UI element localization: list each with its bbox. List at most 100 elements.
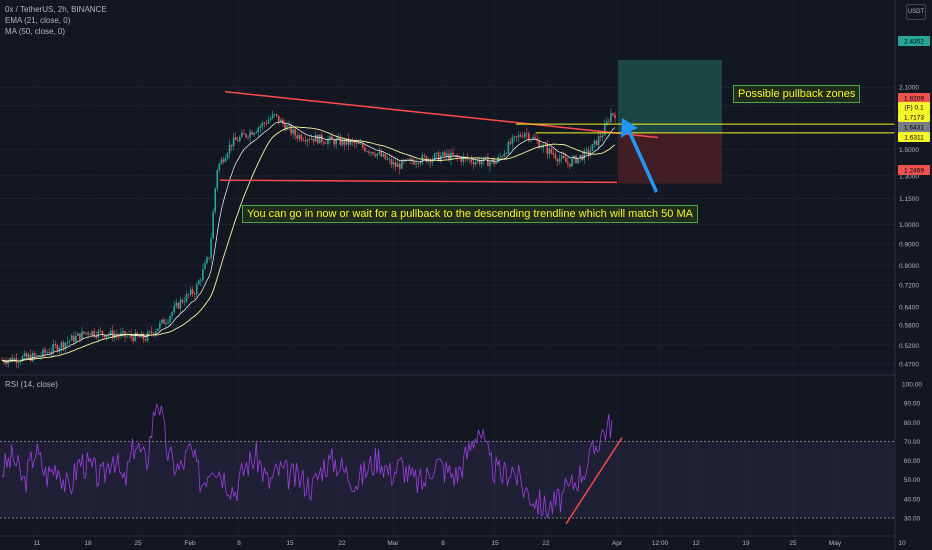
candle-body bbox=[462, 156, 465, 162]
candle-body bbox=[534, 137, 536, 139]
candle-body bbox=[249, 131, 251, 138]
candle-body bbox=[187, 294, 190, 295]
candle-body bbox=[21, 356, 24, 362]
candle-body bbox=[567, 162, 569, 164]
candle-body bbox=[435, 152, 438, 154]
candle-body bbox=[343, 139, 346, 145]
candle-body bbox=[11, 357, 14, 362]
candle-body bbox=[222, 159, 225, 162]
price-tick-label: 0.8000 bbox=[899, 263, 919, 270]
candle-body bbox=[323, 141, 325, 144]
candle-body bbox=[50, 351, 53, 353]
candle-body bbox=[376, 153, 378, 157]
candle-body bbox=[208, 257, 210, 259]
candle-body bbox=[478, 159, 481, 165]
candle-body bbox=[444, 152, 446, 156]
candle-body bbox=[177, 302, 180, 309]
candle-body bbox=[230, 144, 233, 147]
candle-body bbox=[212, 211, 214, 239]
candle-body bbox=[605, 121, 608, 125]
position-zones bbox=[618, 59, 722, 184]
candle-body bbox=[152, 333, 155, 335]
candle-body bbox=[232, 137, 235, 147]
price-badge bbox=[898, 102, 930, 112]
candle-body bbox=[362, 143, 364, 148]
candle-body bbox=[579, 155, 581, 158]
candle-body bbox=[13, 358, 16, 362]
currency-scale-label[interactable]: USDT bbox=[906, 4, 926, 20]
candle-body bbox=[275, 114, 278, 116]
candle-body bbox=[179, 299, 182, 309]
candle-body bbox=[46, 352, 48, 353]
price-tick-label: 0.4700 bbox=[899, 361, 919, 368]
time-tick-label: 11 bbox=[34, 540, 41, 547]
time-tick-label: 18 bbox=[84, 540, 92, 547]
candle-body bbox=[191, 289, 194, 294]
time-tick-label: 22 bbox=[338, 540, 346, 547]
candle-body bbox=[601, 135, 604, 138]
candle-body bbox=[56, 345, 59, 351]
candle-body bbox=[538, 140, 540, 149]
candle-body bbox=[425, 156, 428, 162]
candle-body bbox=[610, 113, 612, 122]
candle-body bbox=[446, 153, 448, 156]
candle-body bbox=[294, 129, 296, 136]
candle-body bbox=[265, 123, 268, 124]
candle-body bbox=[318, 134, 321, 144]
time-tick-label: 12:00 bbox=[652, 540, 669, 547]
candle-body bbox=[247, 136, 249, 138]
candle-body bbox=[259, 126, 262, 129]
candle-body bbox=[286, 125, 288, 131]
time-tick-label: 19 bbox=[742, 540, 750, 547]
candle-body bbox=[306, 139, 309, 142]
candle-body bbox=[200, 279, 202, 281]
ma-legend[interactable]: MA (50, close, 0) bbox=[5, 27, 66, 36]
candle-body bbox=[111, 330, 114, 338]
candle-body bbox=[87, 332, 89, 335]
candle-body bbox=[226, 153, 229, 159]
candle-body bbox=[206, 257, 208, 263]
candle-body bbox=[236, 140, 239, 142]
candle-body bbox=[398, 163, 401, 169]
rsi-legend[interactable]: RSI (14, close) bbox=[5, 380, 58, 389]
candle-body bbox=[368, 151, 370, 153]
candle-body bbox=[454, 155, 456, 156]
candle-body bbox=[263, 122, 266, 124]
candle-body bbox=[183, 301, 186, 303]
candle-body bbox=[167, 321, 169, 323]
candle-body bbox=[282, 119, 284, 124]
price-tick-label: 0.5200 bbox=[899, 343, 919, 350]
candle-body bbox=[214, 188, 217, 212]
candle-body bbox=[298, 134, 301, 139]
candle-body bbox=[267, 120, 270, 124]
candle-body bbox=[608, 121, 610, 122]
ema-legend[interactable]: EMA (21, close, 0) bbox=[5, 16, 71, 25]
candle-body bbox=[159, 322, 161, 329]
candle-body bbox=[417, 163, 419, 165]
candle-body bbox=[489, 162, 491, 167]
candle-body bbox=[388, 159, 391, 160]
price-tick-label: 0.5800 bbox=[899, 323, 919, 330]
price-tick-label: 0.9000 bbox=[899, 241, 919, 248]
candle-body bbox=[593, 140, 596, 145]
candle-body bbox=[34, 353, 36, 356]
price-badge-label: 1.7173 bbox=[904, 115, 924, 122]
candle-body bbox=[390, 159, 393, 165]
candle-body bbox=[382, 154, 385, 157]
candle-body bbox=[353, 141, 356, 144]
price-badge bbox=[898, 36, 930, 46]
candle-body bbox=[441, 152, 444, 156]
candle-body bbox=[480, 161, 483, 165]
candle-body bbox=[195, 284, 198, 295]
candle-body bbox=[458, 156, 460, 158]
candle-body bbox=[31, 353, 34, 361]
rsi-line bbox=[1, 403, 613, 519]
candle-body bbox=[413, 161, 415, 165]
candle-body bbox=[470, 159, 473, 163]
candle-body bbox=[130, 334, 132, 338]
candle-body bbox=[337, 137, 340, 139]
candle-body bbox=[173, 306, 176, 313]
time-tick-label: 15 bbox=[286, 540, 294, 547]
time-tick-label: 25 bbox=[789, 540, 797, 547]
